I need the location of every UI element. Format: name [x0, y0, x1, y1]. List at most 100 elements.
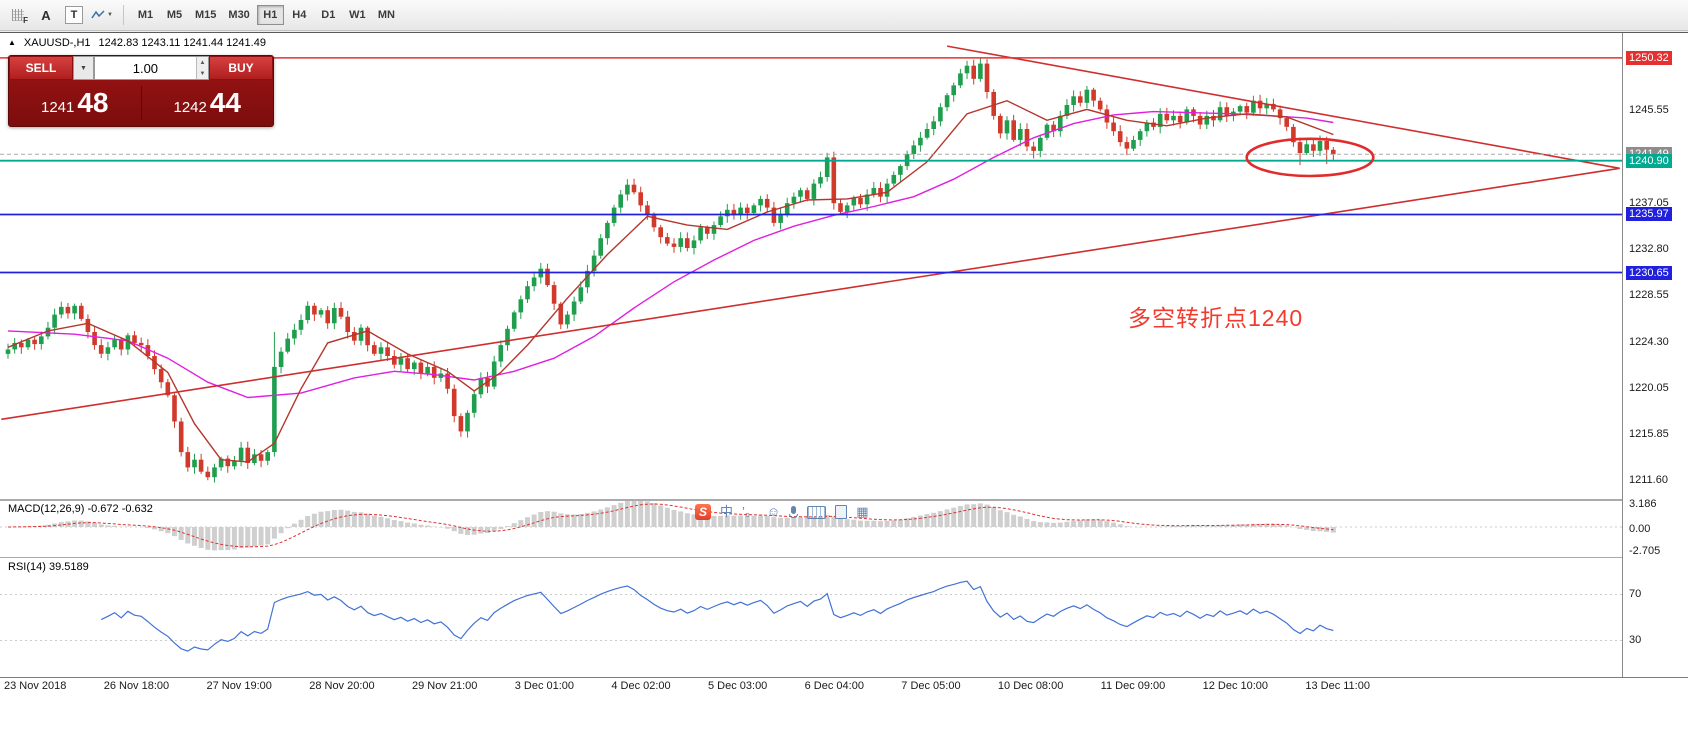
- ime-toolbar: S 中 ’。 ☺ ▦: [695, 503, 868, 521]
- ma-fast-line[interactable]: [7, 99, 1334, 463]
- time-label: 28 Nov 20:00: [309, 680, 375, 692]
- one-click-trading-panel: SELL ▼ ▲ ▼ BUY 1241 48 1242: [8, 55, 274, 127]
- sell-price-pips: 48: [77, 87, 109, 118]
- time-axis[interactable]: 23 Nov 2018 26 Nov 18:00 27 Nov 19:00 28…: [0, 678, 1622, 695]
- symbol-timeframe-label: XAUUSD-,H1: [23, 37, 91, 49]
- symbol-marker-icon: ▲: [8, 38, 16, 47]
- buy-button[interactable]: BUY: [209, 56, 273, 80]
- price-axis-label: 1232.80: [1629, 243, 1669, 255]
- macd-label: MACD(12,26,9) -0.672 -0.632: [8, 503, 153, 515]
- price-axis-label: 1237.05: [1629, 197, 1669, 209]
- time-label: 3 Dec 01:00: [514, 680, 575, 692]
- macd-signal-line: [7, 503, 1334, 548]
- rsi-level-70: 70: [1629, 588, 1642, 600]
- price-axis-label: 1224.30: [1629, 336, 1669, 348]
- price-axis-label: 1250.32: [1626, 51, 1672, 65]
- price-axis-label: 1215.85: [1629, 428, 1669, 440]
- toolbar-separator: [123, 5, 124, 25]
- main-price-chart[interactable]: [0, 33, 1622, 499]
- timeframe-m15-button[interactable]: M15: [190, 5, 221, 25]
- time-label: 13 Dec 11:00: [1305, 680, 1370, 692]
- chart-window: 3.186 0.00 -2.705 70 30 1250.32 1245.55 12…: [0, 32, 1688, 751]
- price-axis-label: 1220.05: [1629, 382, 1669, 394]
- timeframe-h1-button[interactable]: H1: [256, 5, 284, 25]
- grid-f-label: F: [23, 16, 28, 25]
- ma-slow-line[interactable]: [7, 110, 1334, 399]
- buy-price-pips: 44: [209, 87, 242, 118]
- time-label: 26 Nov 18:00: [103, 680, 170, 692]
- volume-input[interactable]: [94, 57, 196, 79]
- buy-price-display[interactable]: 1242 44: [142, 89, 274, 117]
- time-label: 27 Nov 19:00: [206, 680, 272, 692]
- time-label: 11 Dec 09:00: [1100, 680, 1166, 692]
- toolbox-grid-icon[interactable]: ▦: [856, 504, 869, 519]
- time-axis-separator: [0, 677, 1688, 678]
- descending-trendline[interactable]: [946, 45, 1620, 170]
- ascending-trendline[interactable]: [1, 167, 1620, 421]
- price-axis-label: 1228.55: [1629, 289, 1669, 301]
- price-axis[interactable]: 3.186 0.00 -2.705 70 30 1250.32 1245.55 12…: [1622, 33, 1688, 677]
- time-label: 23 Nov 2018: [4, 680, 67, 692]
- sell-button[interactable]: SELL: [9, 56, 73, 80]
- volume-spinner: ▲ ▼: [195, 57, 208, 79]
- time-label: 12 Dec 10:00: [1202, 680, 1269, 692]
- candles: [5, 58, 1336, 483]
- sell-price-main: 1241: [40, 99, 75, 116]
- sogou-logo-icon[interactable]: S: [695, 504, 711, 520]
- price-axis-label: 1230.65: [1626, 266, 1672, 280]
- time-label: 10 Dec 08:00: [997, 680, 1064, 692]
- order-type-dropdown[interactable]: ▼: [73, 56, 94, 80]
- time-label: 7 Dec 05:00: [901, 680, 961, 692]
- rsi-level-30: 30: [1629, 634, 1642, 646]
- rsi-indicator-chart[interactable]: [0, 558, 1622, 677]
- timeframe-mn-button[interactable]: MN: [373, 5, 400, 25]
- rsi-line: [100, 580, 1334, 652]
- sell-price-display[interactable]: 1241 48: [9, 89, 141, 117]
- keyboard-icon[interactable]: [807, 505, 827, 519]
- panel-splitter[interactable]: [0, 499, 1688, 501]
- macd-histogram: [12, 501, 1336, 551]
- macd-scale-zero: 0.00: [1629, 523, 1651, 535]
- timeframe-h4-button[interactable]: H4: [286, 5, 313, 25]
- timeframe-m5-button[interactable]: M5: [161, 5, 188, 25]
- volume-up-button[interactable]: ▲: [196, 57, 208, 68]
- punctuation-mode-icon[interactable]: ’。: [742, 504, 758, 519]
- mic-icon[interactable]: [789, 506, 798, 518]
- chart-header: ▲ XAUUSD-,H1 1242.83 1243.11 1241.44 124…: [8, 37, 266, 49]
- timeframe-d1-button[interactable]: D1: [315, 5, 342, 25]
- macd-scale-min: -2.705: [1629, 545, 1661, 557]
- timeframe-m30-button[interactable]: M30: [223, 5, 254, 25]
- chinese-mode-icon[interactable]: 中: [720, 504, 734, 519]
- price-axis-label: 1211.60: [1629, 474, 1668, 486]
- text-t-label: T: [65, 6, 83, 24]
- rsi-label: RSI(14) 39.5189: [8, 561, 89, 573]
- price-axis-label: 1240.90: [1626, 154, 1672, 168]
- buy-price-main: 1242: [173, 99, 207, 116]
- emoji-icon[interactable]: ☺: [766, 504, 781, 519]
- ohlc-values: 1242.83 1243.11 1241.44 1241.49: [98, 37, 266, 49]
- panel-splitter[interactable]: [0, 557, 1688, 558]
- volume-down-button[interactable]: ▼: [196, 68, 208, 79]
- time-label: 6 Dec 04:00: [804, 680, 864, 692]
- timeframe-w1-button[interactable]: W1: [344, 5, 371, 25]
- highlight-ellipse[interactable]: [1245, 137, 1375, 178]
- price-divider: [140, 86, 142, 120]
- time-label: 29 Nov 21:00: [411, 680, 478, 692]
- macd-scale-max: 3.186: [1629, 498, 1657, 510]
- clipboard-icon[interactable]: [835, 505, 848, 519]
- macd-indicator-chart[interactable]: [0, 501, 1622, 557]
- text-a-icon[interactable]: A: [41, 7, 51, 23]
- chart-annotation-text: 多空转折点1240: [1128, 305, 1304, 331]
- top-toolbar: F A T ▼ M1 M5 M15 M30 H1 H4 D1 W1 MN: [0, 0, 1688, 31]
- text-t-icon[interactable]: T: [61, 3, 87, 27]
- grid-f-icon[interactable]: F: [5, 3, 31, 27]
- polyline-glyph: [91, 10, 105, 19]
- time-label: 4 Dec 02:00: [611, 680, 671, 692]
- price-axis-label: 1235.97: [1626, 207, 1672, 221]
- timeframe-m1-button[interactable]: M1: [132, 5, 159, 25]
- time-label: 5 Dec 03:00: [707, 680, 768, 692]
- polyline-tool-icon[interactable]: ▼: [89, 3, 115, 27]
- volume-box: ▲ ▼: [93, 56, 209, 80]
- chevron-down-icon: ▼: [107, 12, 113, 18]
